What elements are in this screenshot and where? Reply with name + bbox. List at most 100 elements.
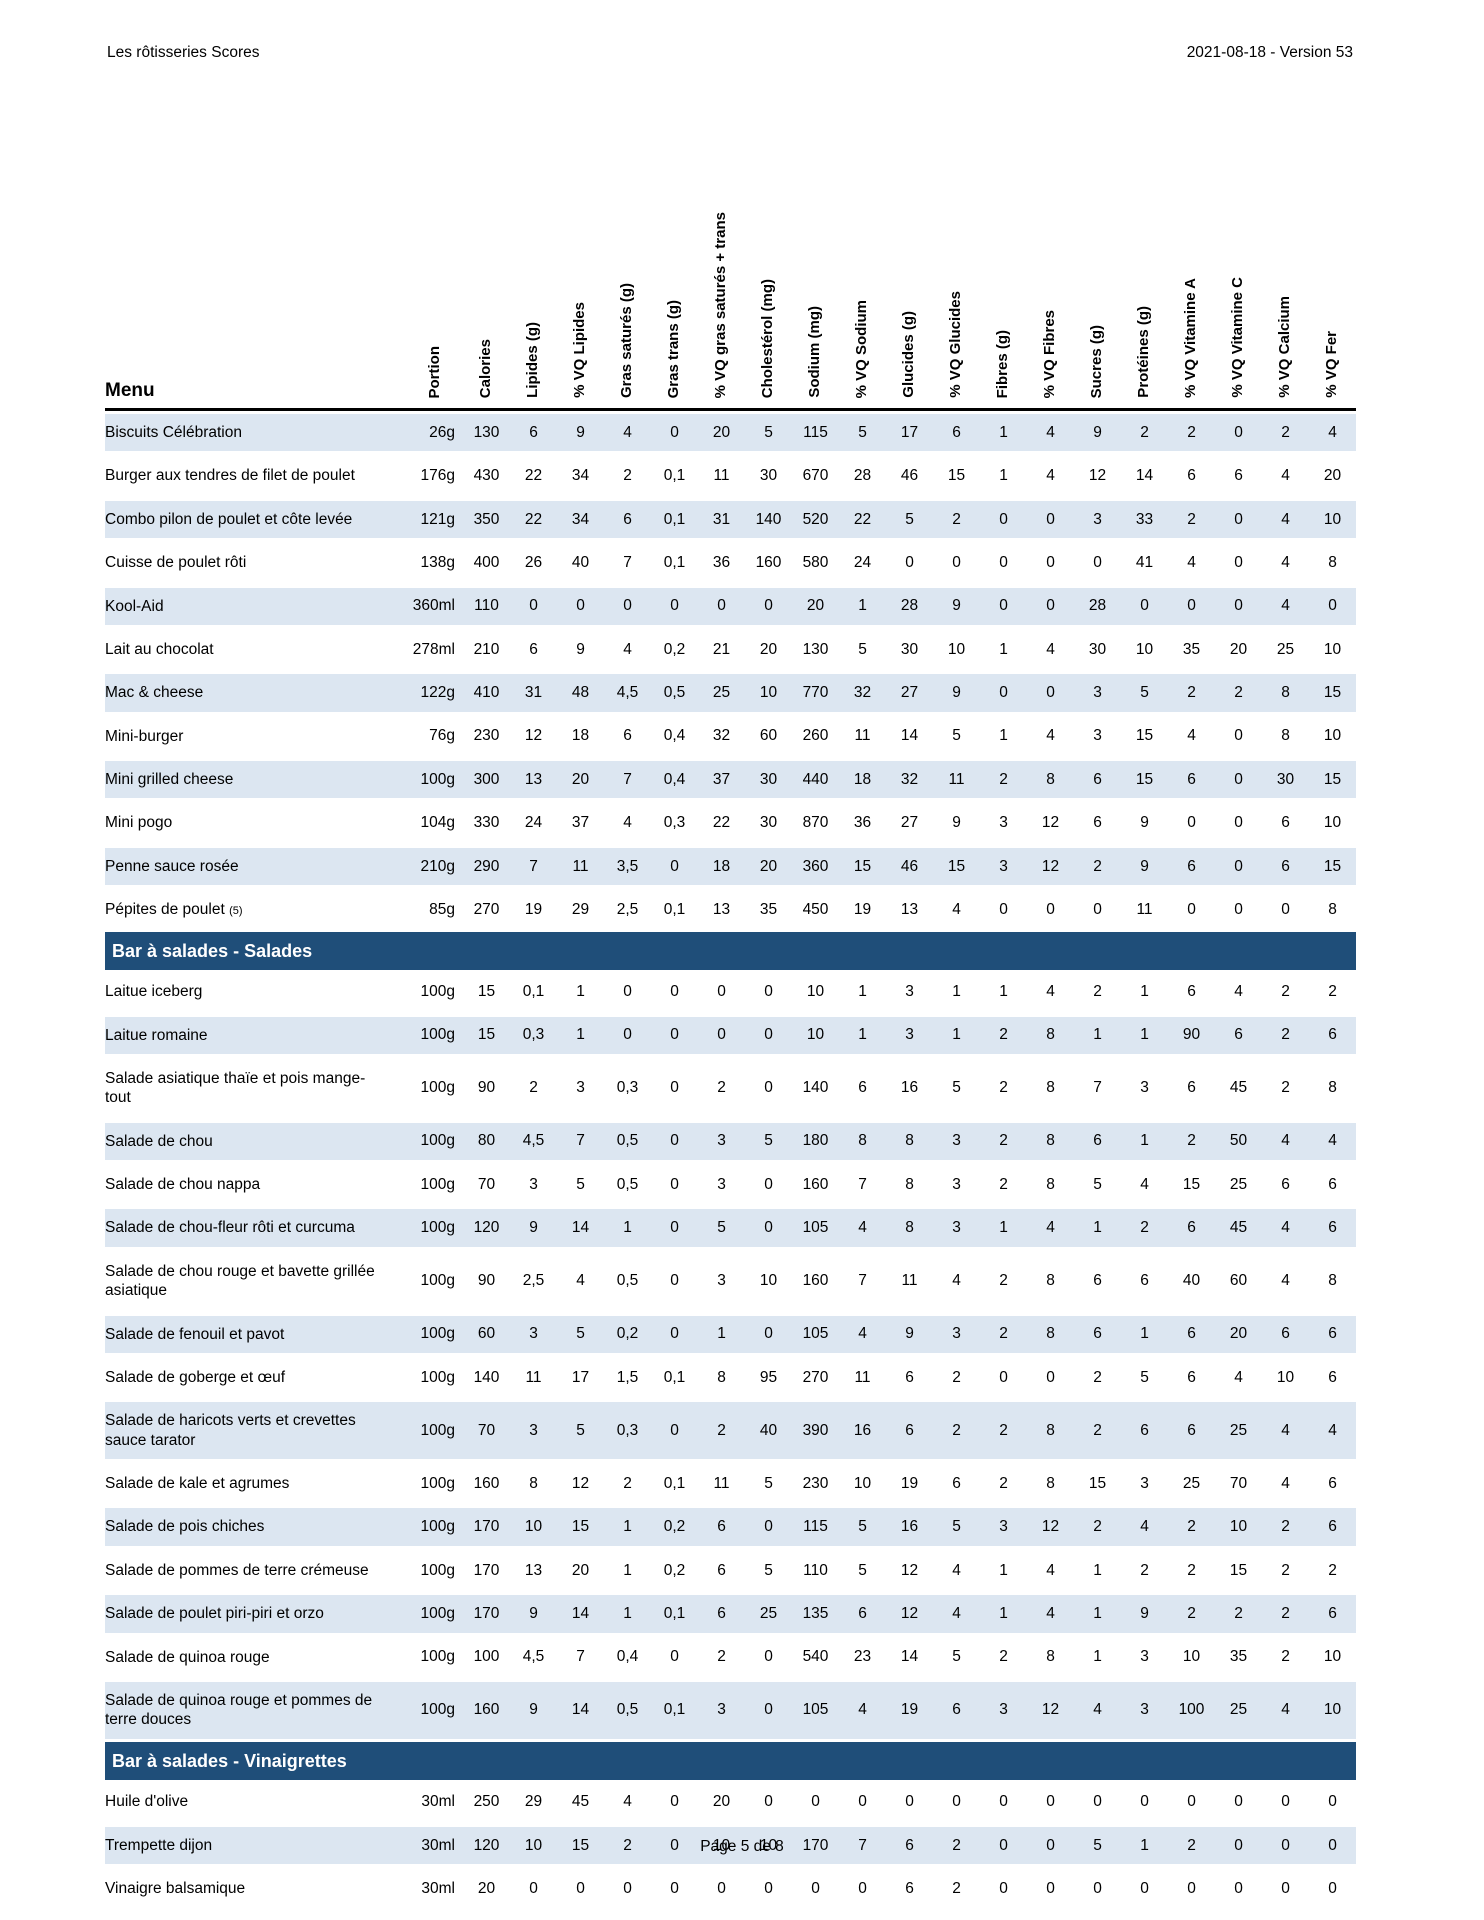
nutrition-value: 6 [933, 411, 980, 455]
nutrition-value: 2 [1262, 1592, 1309, 1636]
nutrition-value: 13 [510, 1548, 557, 1593]
table-row: Salade de quinoa rouge 100g 100 4,5 7 0,4 0 2 0 5… [105, 1635, 1356, 1679]
menu-item-label: Lait au chocolat [105, 640, 214, 658]
nutrition-value: 70 [463, 1399, 510, 1463]
nutrition-value: 70 [463, 1163, 510, 1207]
portion-value: 100g [407, 1249, 463, 1313]
nutrition-value: 0 [745, 1163, 792, 1207]
nutrition-value: 32 [839, 671, 886, 715]
nutrition-value: 5 [933, 714, 980, 758]
portion-value: 85g [407, 888, 463, 932]
nutrition-value: 140 [792, 1056, 839, 1120]
nutrition-value: 8 [886, 1206, 933, 1250]
nutrition-value: 10 [1309, 714, 1356, 758]
nutrition-value: 0 [1215, 801, 1262, 845]
nutrition-value: 2 [980, 758, 1027, 802]
nutrition-value: 3,5 [604, 844, 651, 889]
portion-value: 100g [407, 1678, 463, 1742]
nutrition-value: 0,1 [651, 541, 698, 585]
nutrition-value: 8 [886, 1119, 933, 1164]
nutrition-value: 8 [1309, 1056, 1356, 1120]
nutrition-value: 120 [463, 1206, 510, 1250]
nutrition-value: 22 [839, 497, 886, 542]
nutrition-value: 0 [933, 541, 980, 585]
nutrition-value: 45 [1215, 1206, 1262, 1250]
nutrition-value: 10 [1309, 801, 1356, 845]
nutrition-value: 8 [510, 1462, 557, 1506]
portion-value: 278ml [407, 627, 463, 672]
nutrition-value: 2 [1262, 1548, 1309, 1593]
section-header: Bar à salades - Vinaigrettes [105, 1741, 1356, 1781]
menu-item-name: Salade de chou rouge et bavette grillée … [105, 1249, 407, 1313]
nutrition-value: 2 [1215, 671, 1262, 715]
nutrition-value: 0,1 [651, 497, 698, 542]
nutrition-value: 0,1 [651, 1355, 698, 1400]
menu-item-name: Salade de chou-fleur rôti et curcuma [105, 1206, 407, 1250]
nutrition-value: 4 [839, 1312, 886, 1356]
nutrition-value: 170 [463, 1548, 510, 1593]
nutrition-value: 6 [1215, 454, 1262, 498]
nutrition-value: 6 [886, 1399, 933, 1463]
nutrition-value: 2 [933, 497, 980, 542]
nutrition-value: 6 [1309, 1592, 1356, 1636]
nutrition-value: 14 [557, 1678, 604, 1742]
menu-item-label: Huile d'olive [105, 1793, 189, 1811]
nutrition-value: 0 [1074, 1867, 1121, 1911]
nutrition-value: 6 [510, 627, 557, 672]
table-row: Salade de pois chiches 100g 170 10 15 1 0,2 6 0 1… [105, 1505, 1356, 1549]
nutrition-value: 270 [463, 888, 510, 932]
nutrition-value: 4 [1168, 541, 1215, 585]
nutrition-value: 0 [1262, 1867, 1309, 1911]
nutrition-value: 0 [604, 1013, 651, 1057]
nutrition-value: 0 [1168, 1780, 1215, 1824]
nutrition-value: 4 [1027, 1548, 1074, 1593]
nutrition-value: 0 [839, 1780, 886, 1824]
nutrition-value: 4 [604, 1780, 651, 1824]
nutrition-value: 7 [604, 758, 651, 802]
nutrition-value: 2 [933, 1355, 980, 1400]
nutrition-value: 0,5 [604, 1678, 651, 1742]
nutrition-value: 440 [792, 758, 839, 802]
nutrition-value: 1 [980, 970, 1027, 1014]
table-row: Penne sauce rosée 210g 290 7 11 3,5 0 18 20 360 15… [105, 844, 1356, 889]
nutrition-value: 0 [698, 1013, 745, 1057]
nutrition-value: 0 [1168, 801, 1215, 845]
nutrition-value: 160 [792, 1249, 839, 1313]
table-row: Biscuits Célébration 26g 130 6 9 4 0 20 5 115 5 17 6… [105, 411, 1356, 455]
nutrition-value: 1 [1074, 1013, 1121, 1057]
menu-item-label: Salade de chou [105, 1132, 213, 1150]
nutrition-value: 140 [745, 497, 792, 542]
document-version: 2021-08-18 - Version 53 [1186, 44, 1353, 61]
nutrition-value: 2 [698, 1399, 745, 1463]
nutrition-value: 870 [792, 801, 839, 845]
menu-item-name: Mini pogo [105, 801, 407, 845]
nutrition-value: 0 [604, 1867, 651, 1911]
nutrition-value: 10 [792, 970, 839, 1014]
portion-value: 100g [407, 1592, 463, 1636]
nutrition-value: 17 [557, 1355, 604, 1400]
nutrition-value: 0,5 [604, 1163, 651, 1207]
column-header-label: Sodium (mg) [806, 306, 824, 398]
nutrition-value: 2 [980, 1635, 1027, 1679]
nutrition-value: 0 [1027, 541, 1074, 585]
nutrition-value: 2 [1262, 411, 1309, 455]
nutrition-value: 8 [1027, 758, 1074, 802]
nutrition-value: 0 [745, 1056, 792, 1120]
menu-item-name: Kool-Aid [105, 584, 407, 628]
nutrition-value: 20 [792, 584, 839, 628]
nutrition-value: 5 [886, 497, 933, 542]
nutrition-value: 4 [1309, 411, 1356, 455]
nutrition-value: 0 [1074, 888, 1121, 932]
nutrition-value: 8 [1309, 1249, 1356, 1313]
column-header: % VQ Vitamine C [1215, 122, 1262, 411]
nutrition-value: 210 [463, 627, 510, 672]
nutrition-value: 4 [604, 801, 651, 845]
nutrition-value: 20 [1215, 627, 1262, 672]
nutrition-value: 270 [792, 1355, 839, 1400]
nutrition-value: 4,5 [510, 1635, 557, 1679]
nutrition-value: 19 [886, 1462, 933, 1506]
nutrition-value: 2 [980, 1399, 1027, 1463]
nutrition-value: 34 [557, 497, 604, 542]
nutrition-value: 25 [1215, 1678, 1262, 1742]
nutrition-value: 15 [463, 970, 510, 1014]
